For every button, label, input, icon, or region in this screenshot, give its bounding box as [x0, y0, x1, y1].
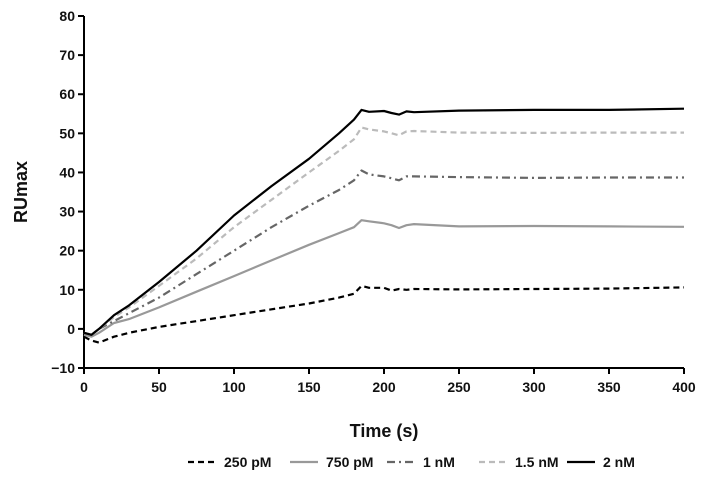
x-tick-label: 50: [151, 379, 167, 395]
y-tick-label: 80: [59, 8, 75, 24]
legend-label: 250 pM: [224, 454, 271, 470]
x-tick-label: 0: [80, 379, 88, 395]
series-line-750-pm: [83, 219, 685, 338]
y-tick-label: 20: [59, 243, 75, 259]
series-line-250-pm: [83, 284, 685, 344]
series-line-1-nm: [83, 169, 684, 336]
y-tick-label: 10: [59, 282, 75, 298]
legend-label: 2 nM: [603, 454, 635, 470]
y-axis-title: RUmax: [11, 161, 31, 223]
series-lines: [83, 107, 685, 344]
y-tick-label: 60: [59, 86, 75, 102]
y-tick-label: −10: [51, 360, 75, 376]
x-tick-label: 200: [372, 379, 396, 395]
x-axis-title: Time (s): [350, 421, 419, 441]
x-tick-label: 250: [447, 379, 471, 395]
legend-label: 1.5 nM: [515, 454, 559, 470]
x-tick-label: 100: [222, 379, 246, 395]
y-tick-label: 70: [59, 47, 75, 63]
y-tick-label: 0: [67, 321, 75, 337]
legend-label: 750 pM: [326, 454, 373, 470]
series-line-1-5-nm: [83, 126, 684, 336]
x-tick-label: 150: [297, 379, 321, 395]
y-tick-label: 50: [59, 125, 75, 141]
y-tick-label: 30: [59, 204, 75, 220]
series-line-2-nm: [83, 107, 685, 336]
legend-label: 1 nM: [423, 454, 455, 470]
x-tick-label: 350: [597, 379, 621, 395]
x-tick-label: 400: [672, 379, 696, 395]
y-axis-ticks: −10 0 10 20 30 40 50 60 70 80: [51, 8, 84, 376]
x-tick-label: 300: [522, 379, 546, 395]
legend: 250 pM 750 pM 1 nM 1.5 nM 2 nM: [188, 454, 635, 470]
x-axis-ticks: 0 50 100 150 200 250 300 350 400: [80, 368, 696, 395]
y-tick-label: 40: [59, 164, 75, 180]
